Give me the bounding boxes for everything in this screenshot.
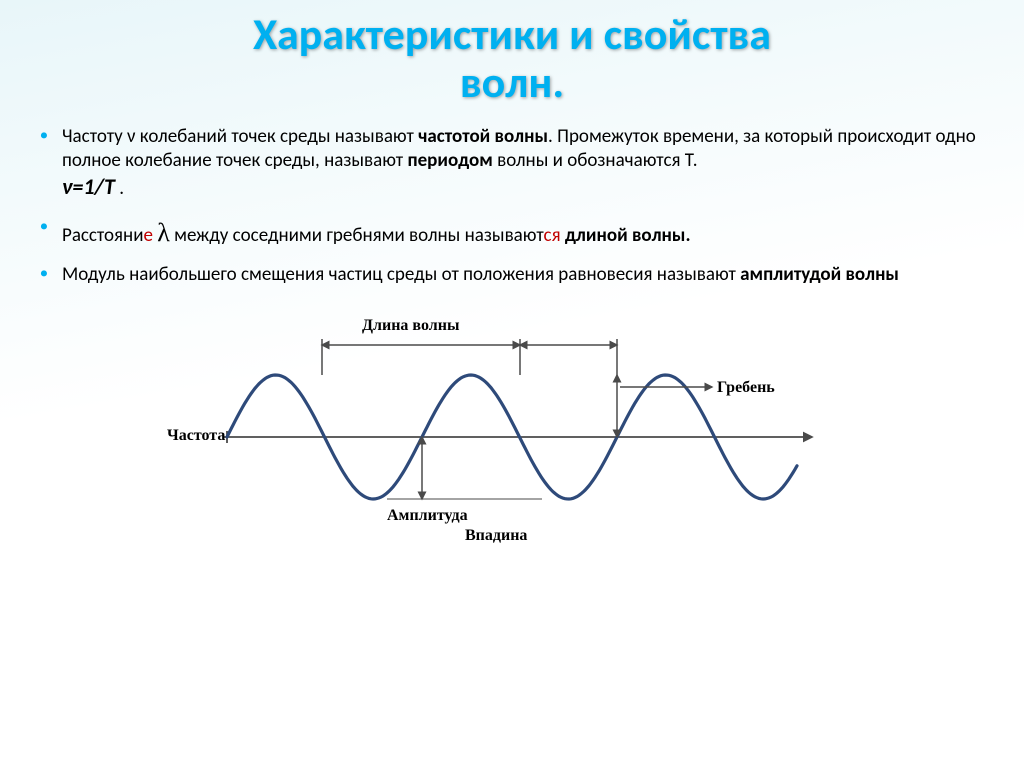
- label-wavelength: Длина волны: [362, 317, 459, 335]
- bullet-text-part: волны и обозначаются Т.: [493, 149, 698, 172]
- bullet-list: Частоту ν колебаний точек среды называют…: [40, 125, 984, 288]
- wave-diagram: Длина волны Частота Амплитуда Впадина Гребен…: [162, 307, 862, 567]
- title-line2: волн.: [460, 55, 564, 109]
- bullet-text-part: ся: [544, 224, 561, 247]
- bullet-text-part: частотой волны: [418, 125, 548, 148]
- label-crest: Гребень: [717, 379, 775, 397]
- bullet-text-part: длиной волны.: [565, 224, 691, 247]
- title-line1: Характеристики и свойства: [253, 7, 771, 61]
- bullet-text-part: Расстояни: [62, 224, 143, 247]
- slide-title: Характеристики и свойства волн.: [40, 10, 984, 107]
- bullet-text-part: амплитудой волны: [740, 263, 899, 286]
- bullet-item: Модуль наибольшего смещения частиц среды…: [62, 263, 984, 287]
- label-amplitude: Амплитуда: [387, 507, 468, 525]
- bullet-text-part: между соседними гребнями волны называют: [170, 224, 544, 247]
- bullet-item: Расстояние λ между соседними гребнями во…: [62, 216, 984, 249]
- bullet-text-part: Модуль наибольшего смещения частиц среды…: [62, 263, 740, 286]
- bullet-text-part: е: [143, 224, 152, 247]
- bullet-item: Частоту ν колебаний точек среды называют…: [62, 125, 984, 202]
- label-trough: Впадина: [465, 527, 527, 545]
- bullet-text-part: Частоту ν колебаний точек среды называют: [62, 125, 418, 148]
- bullet-text-part: периодом: [407, 149, 492, 172]
- slide-root: Характеристики и свойства волн. Частоту …: [0, 0, 1024, 767]
- formula-text: ν=1/Т: [62, 173, 115, 200]
- label-frequency: Частота: [167, 427, 225, 445]
- formula-suffix: .: [115, 177, 124, 200]
- bullet-text-part: λ: [157, 218, 170, 247]
